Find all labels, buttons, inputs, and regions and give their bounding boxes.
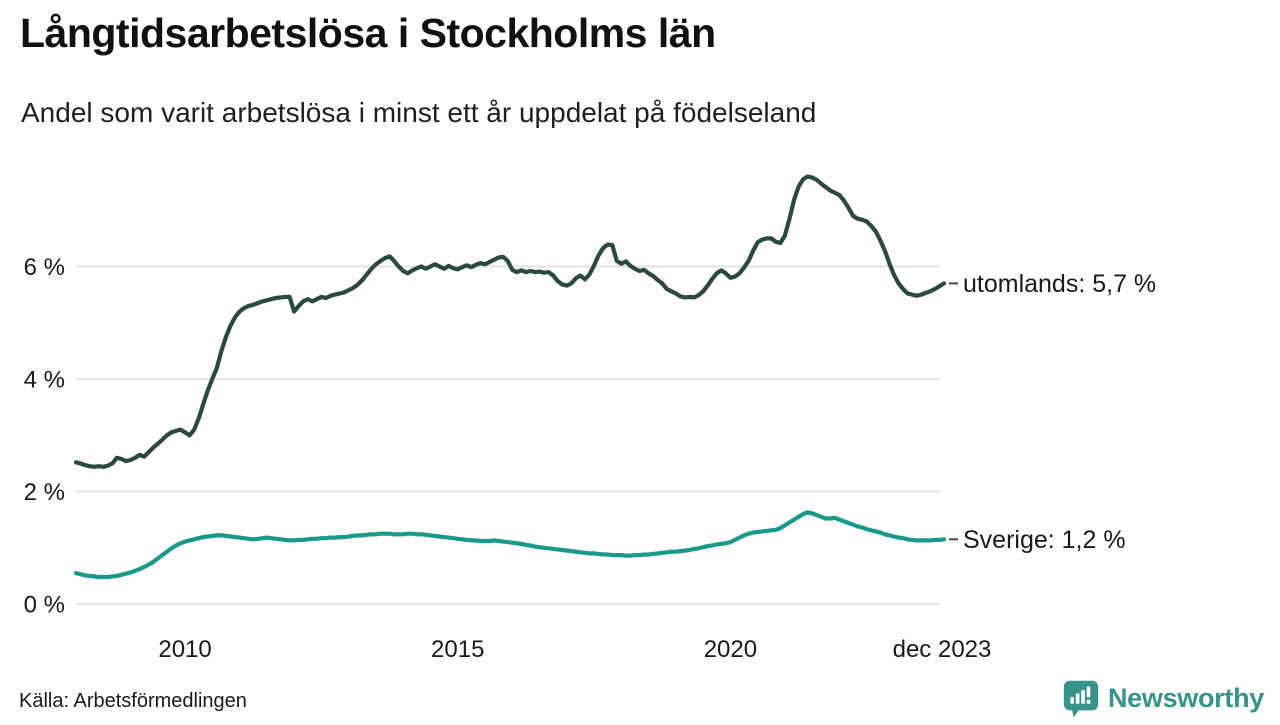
x-tick-label: 2015 [431,636,484,663]
page-subtitle: Andel som varit arbetslösa i minst ett å… [21,97,817,128]
y-tick-label: 4 % [24,367,65,394]
y-tick-label: 6 % [24,254,65,281]
x-tick-label: 2010 [158,636,211,663]
newsworthy-logo-text: Newsworthy [1107,682,1264,713]
y-tick-label: 0 % [24,592,65,619]
series-end-label-utomlands: utomlands: 5,7 % [963,270,1156,298]
newsworthy-logo: Newsworthy [1062,678,1264,718]
series-end-label-Sverige: Sverige: 1,2 % [963,526,1126,554]
series-line-utomlands [73,174,947,469]
source-note: Källa: Arbetsförmedlingen [19,690,247,712]
y-tick-label: 2 % [24,479,65,506]
newsworthy-logo-icon [1063,680,1099,717]
x-tick-label: dec 2023 [893,636,992,663]
page-title: Långtidsarbetslösa i Stockholms län [20,10,716,56]
x-tick-label: 2020 [704,636,757,663]
series-line-Sverige [73,510,947,580]
